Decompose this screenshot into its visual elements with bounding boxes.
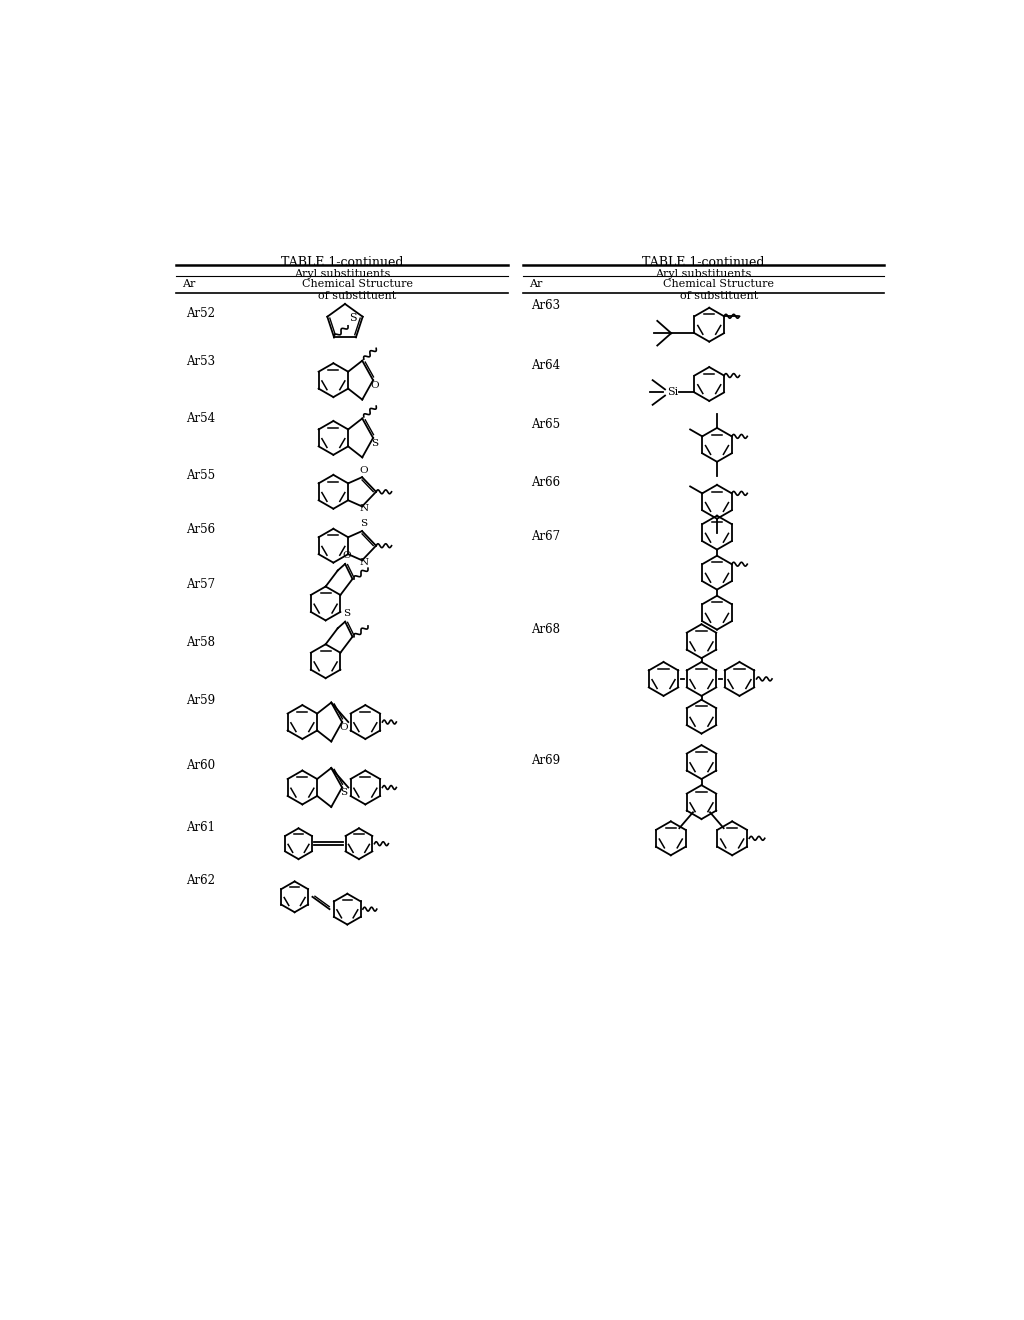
Text: S: S [360,520,368,528]
Text: Ar56: Ar56 [186,523,215,536]
Text: Ar59: Ar59 [186,693,215,706]
Text: TABLE 1-continued: TABLE 1-continued [281,256,403,269]
Text: Ar57: Ar57 [186,578,215,591]
Text: S: S [340,788,347,797]
Text: Ar62: Ar62 [186,875,215,887]
Text: Ar58: Ar58 [186,636,215,649]
Text: Ar: Ar [182,280,196,289]
Text: Ar68: Ar68 [531,623,560,636]
Text: O: O [359,466,368,475]
Text: Aryl substituents: Aryl substituents [655,268,752,279]
Text: S: S [343,609,350,618]
Text: Ar54: Ar54 [186,412,215,425]
Text: Si: Si [668,388,679,397]
Text: S: S [349,313,357,323]
Text: Ar63: Ar63 [531,300,560,313]
Text: Ar67: Ar67 [531,531,560,544]
Text: N: N [359,504,369,513]
Text: Ar66: Ar66 [531,477,560,490]
Text: Chemical Structure
of substituent: Chemical Structure of substituent [664,280,774,301]
Text: Ar69: Ar69 [531,754,560,767]
Text: Ar52: Ar52 [186,306,215,319]
Text: Ar55: Ar55 [186,469,215,482]
Text: Ar: Ar [529,280,543,289]
Text: Ar61: Ar61 [186,821,215,834]
Text: S: S [371,438,378,447]
Text: Ar64: Ar64 [531,359,560,372]
Text: N: N [359,558,369,568]
Text: Ar53: Ar53 [186,355,215,368]
Text: Ar60: Ar60 [186,759,215,772]
Text: O: O [342,550,351,560]
Text: Ar65: Ar65 [531,418,560,430]
Text: O: O [339,723,348,731]
Text: TABLE 1-continued: TABLE 1-continued [642,256,765,269]
Text: O: O [371,381,379,389]
Text: Aryl substituents: Aryl substituents [294,268,390,279]
Text: Chemical Structure
of substituent: Chemical Structure of substituent [302,280,413,301]
